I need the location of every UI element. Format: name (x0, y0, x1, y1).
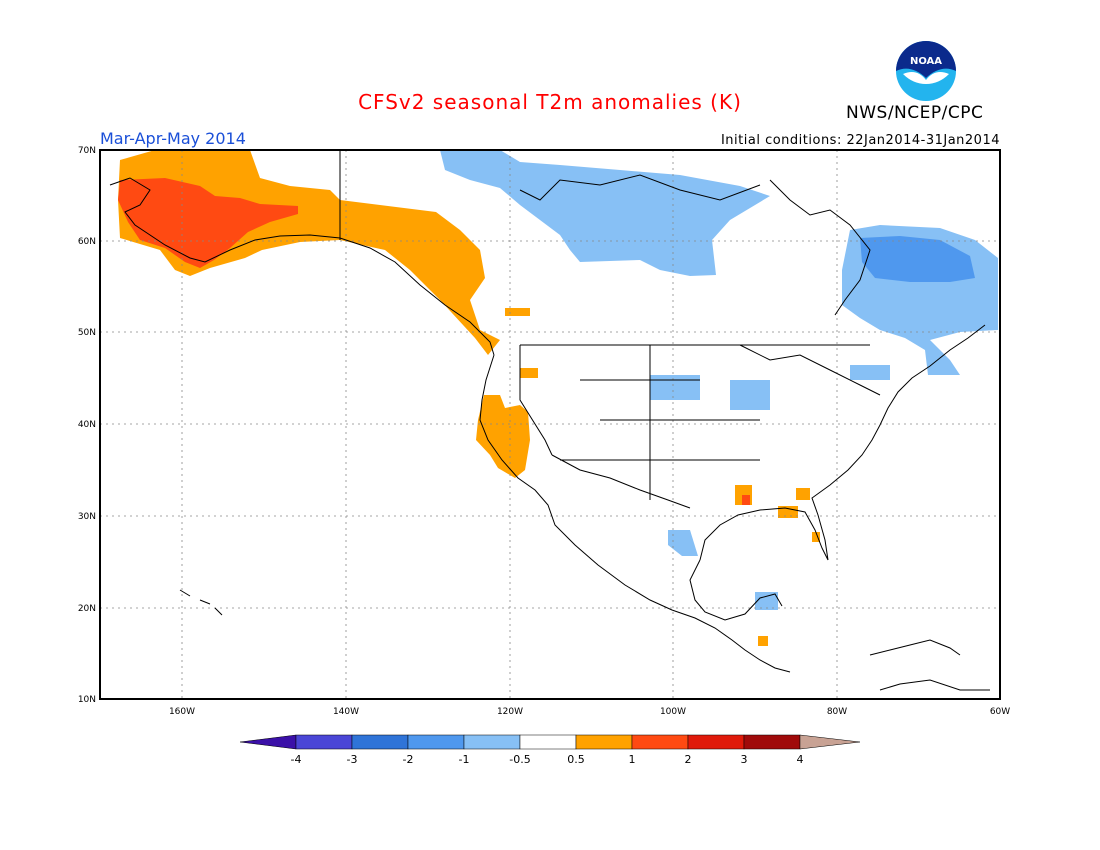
noaa-logo: NOAA (896, 41, 956, 101)
lat-label: 10N (78, 695, 96, 705)
colorbar-label: -2 (403, 753, 414, 766)
colorbar-swatch (743, 734, 801, 750)
colorbar-swatch (631, 734, 689, 750)
longitude-labels: 160W 140W 120W 100W 80W 60W (169, 707, 1010, 717)
colorbar-swatch (463, 734, 521, 750)
colorbar-label: -1 (459, 753, 470, 766)
colorbar-label: 3 (741, 753, 748, 766)
season-label: Mar-Apr-May 2014 (100, 129, 246, 148)
agency-label: NWS/NCEP/CPC (846, 103, 984, 123)
colorbar-label: -0.5 (509, 753, 530, 766)
colorbar (239, 734, 861, 750)
cool-region-dakotas (650, 375, 700, 400)
lat-label: 40N (78, 420, 96, 430)
warm-region-california (476, 395, 530, 478)
colorbar-label: 4 (797, 753, 804, 766)
lat-label: 20N (78, 604, 96, 614)
colorbar-swatch (351, 734, 409, 750)
lon-label: 60W (990, 707, 1010, 717)
noaa-logo-text: NOAA (910, 56, 942, 67)
lat-label: 70N (78, 146, 96, 156)
cool-region-new-england (850, 365, 890, 380)
cold-region-quebec-core (860, 236, 975, 282)
colorbar-swatch (575, 734, 633, 750)
latitude-labels: 10N 20N 30N 40N 50N 60N 70N (78, 146, 96, 705)
colorbar-labels: -4 -3 -2 -1 -0.5 0.5 1 2 3 4 (291, 753, 804, 766)
colorbar-label: -3 (347, 753, 358, 766)
warm-region-georgia (796, 488, 810, 500)
hot-region-gulf (742, 495, 750, 505)
anomaly-fills (118, 150, 998, 646)
colorbar-swatch (407, 734, 465, 750)
colorbar-swatch (519, 734, 577, 750)
colorbar-label: -4 (291, 753, 302, 766)
warm-region-florida (778, 506, 798, 518)
colorbar-label: 2 (685, 753, 692, 766)
lon-label: 100W (660, 707, 686, 717)
warm-region-oregon-coast (505, 308, 530, 316)
coastlines (109, 150, 990, 691)
colorbar-swatch (687, 734, 745, 750)
graticule (100, 150, 1000, 699)
hot-region-western-alaska (118, 178, 298, 268)
lon-label: 160W (169, 707, 195, 717)
lat-label: 60N (78, 237, 96, 247)
colorbar-swatch (295, 734, 353, 750)
warm-region-oregon (520, 368, 538, 378)
chart-title: CFSv2 seasonal T2m anomalies (K) (358, 90, 742, 114)
colorbar-label: 1 (629, 753, 636, 766)
lat-label: 30N (78, 512, 96, 522)
lon-label: 80W (827, 707, 847, 717)
cool-region-great-lakes (730, 380, 770, 410)
warm-region-centralamerica (758, 636, 768, 646)
lon-label: 140W (333, 707, 359, 717)
cool-region-yucatan (755, 592, 778, 610)
colorbar-arrow-low (239, 734, 297, 750)
initial-conditions-label: Initial conditions: 22Jan2014-31Jan2014 (720, 133, 1000, 148)
lon-label: 120W (497, 707, 523, 717)
cool-region-texas (668, 530, 698, 556)
colorbar-label: 0.5 (567, 753, 585, 766)
map-frame (99, 149, 1001, 700)
colorbar-arrow-high (799, 734, 861, 750)
warm-region-florida-pen (812, 532, 820, 542)
lat-label: 50N (78, 328, 96, 338)
cool-region-northern-canada (440, 150, 770, 276)
